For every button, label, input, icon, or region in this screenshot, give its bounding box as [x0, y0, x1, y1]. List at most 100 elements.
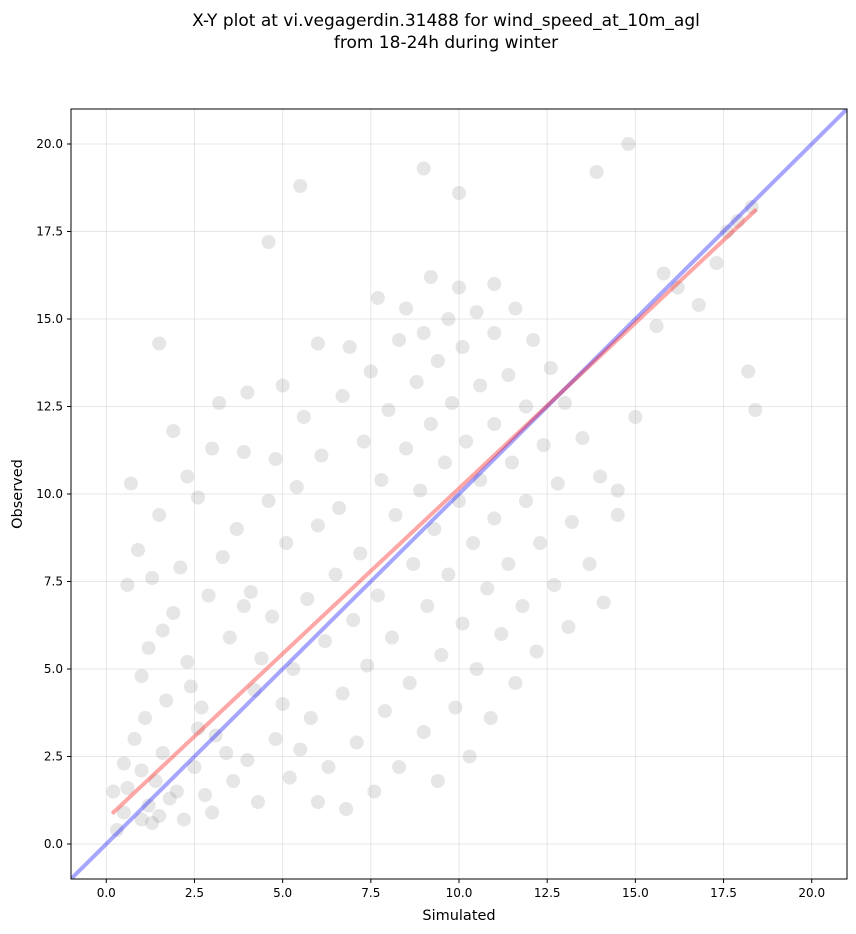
scatter-point — [208, 728, 223, 743]
scatter-point — [173, 560, 188, 575]
scatter-point — [296, 410, 311, 424]
y-tick-label: 0.0 — [44, 837, 63, 851]
scatter-point — [293, 179, 308, 193]
scatter-point — [367, 784, 382, 799]
scatter-point — [247, 683, 262, 697]
y-tick-label: 5.0 — [44, 662, 63, 676]
scatter-point — [529, 644, 544, 659]
scatter-point — [423, 270, 438, 284]
scatter-point — [533, 536, 548, 550]
scatter-point — [317, 634, 332, 648]
y-axis-label: Observed — [10, 459, 26, 529]
scatter-point — [480, 581, 495, 596]
scatter-point — [335, 686, 350, 701]
scatter-point — [543, 361, 558, 375]
scatter-point — [448, 700, 463, 715]
scatter-point — [628, 410, 643, 424]
x-tick-label: 15.0 — [622, 886, 649, 900]
x-tick-label: 0.0 — [97, 886, 116, 900]
scatter-point — [180, 469, 195, 484]
scatter-point — [575, 431, 590, 445]
scatter-point — [134, 812, 149, 827]
scatter-point — [384, 630, 399, 645]
scatter-point — [148, 774, 163, 788]
scatter-point — [748, 403, 763, 417]
scatter-point — [353, 546, 368, 561]
scatter-point — [434, 648, 449, 662]
scatter-point — [205, 805, 220, 820]
scatter-point — [452, 186, 466, 200]
one-to-one-line — [71, 109, 847, 879]
scatter-point — [473, 473, 488, 487]
scatter-point — [279, 536, 294, 550]
scatter-point — [487, 511, 502, 526]
scatter-point — [180, 655, 195, 669]
scatter-point — [236, 599, 251, 613]
scatter-point — [123, 476, 138, 491]
scatter-point — [310, 518, 325, 533]
scatter-point — [166, 424, 181, 438]
x-axis-ticks: 0.0 2.5 5.0 7.5 10.0 12.5 15.0 17.5 20.0 — [97, 879, 825, 900]
scatter-point — [155, 623, 170, 638]
scatter-point — [437, 455, 452, 470]
scatter-point — [120, 578, 135, 592]
regression-line — [111, 208, 758, 815]
x-tick-label: 10.0 — [446, 886, 473, 900]
scatter-point — [162, 791, 177, 806]
scatter-point — [416, 725, 431, 739]
scatter-point — [402, 676, 417, 690]
scatter-point — [240, 753, 255, 767]
scatter-point — [243, 585, 258, 599]
scatter-point — [275, 378, 290, 393]
y-tick-label: 2.5 — [44, 750, 63, 764]
y-tick-label: 7.5 — [44, 575, 63, 589]
scatter-point — [504, 455, 519, 470]
x-tick-label: 17.5 — [710, 886, 737, 900]
scatter-point — [194, 700, 209, 715]
scatter-point — [452, 494, 466, 508]
scatter-point — [420, 599, 435, 613]
scatter-point — [215, 550, 230, 564]
scatter-point — [300, 592, 315, 606]
scatter-point — [406, 557, 421, 571]
scatter-point — [455, 616, 470, 631]
scatter-point — [166, 606, 181, 620]
scatter-point — [381, 403, 396, 417]
scatter-point — [444, 396, 459, 410]
scatter-point — [187, 760, 202, 774]
y-tick-label: 17.5 — [36, 225, 63, 239]
scatter-point — [670, 280, 685, 295]
scatter-point — [268, 732, 283, 746]
scatter-point — [526, 333, 541, 347]
scatter-point — [127, 732, 142, 746]
y-axis-ticks: 0.0 2.5 5.0 7.5 10.0 12.5 15.0 17.5 20.0 — [36, 137, 71, 851]
scatter-point — [459, 434, 474, 449]
scatter-point — [261, 235, 276, 249]
scatter-point — [240, 385, 255, 400]
scatter-point — [610, 508, 625, 522]
scatter-point — [183, 679, 198, 694]
scatter-point — [557, 396, 572, 410]
scatter-point — [145, 571, 160, 585]
scatter-points — [106, 137, 763, 837]
scatter-point — [508, 301, 523, 316]
scatter-point — [582, 557, 597, 571]
scatter-point — [152, 336, 167, 351]
scatter-point — [519, 399, 534, 414]
scatter-point — [152, 809, 167, 823]
scatter-point — [219, 746, 234, 760]
scatter-point — [561, 620, 576, 634]
scatter-point — [116, 756, 131, 771]
scatter-point — [550, 476, 565, 491]
scatter-point — [487, 417, 502, 431]
scatter-point — [190, 721, 205, 736]
scatter-point — [466, 536, 481, 550]
scatter-point — [744, 200, 759, 214]
scatter-point — [596, 595, 611, 610]
scatter-point — [275, 697, 290, 711]
reference-lines — [71, 109, 847, 879]
scatter-point — [314, 448, 329, 463]
scatter-point — [222, 630, 237, 645]
scatter-point — [416, 161, 431, 176]
